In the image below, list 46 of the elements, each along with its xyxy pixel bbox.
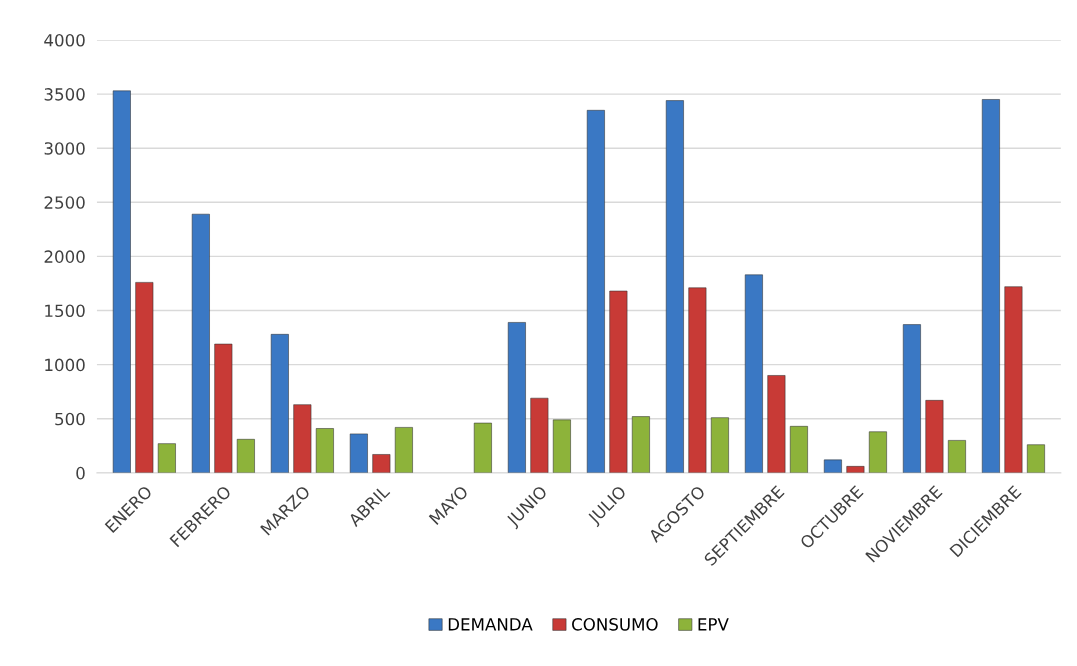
bar — [394, 427, 413, 473]
bar — [236, 439, 255, 473]
bar — [270, 334, 289, 473]
bar — [530, 397, 549, 473]
bar — [902, 324, 921, 473]
bar — [710, 417, 729, 473]
bar — [846, 466, 865, 473]
bar — [372, 454, 391, 473]
bar — [789, 426, 808, 473]
bar — [135, 282, 154, 473]
y-tick-label: 4000 — [44, 33, 85, 47]
bar — [665, 100, 684, 473]
bar — [552, 419, 571, 473]
y-tick-label: 3000 — [44, 142, 85, 155]
legend-label: EPV — [698, 618, 729, 631]
y-tick-label: 2000 — [44, 250, 85, 263]
bar — [349, 433, 368, 473]
bar — [925, 400, 944, 473]
bar — [157, 443, 176, 473]
bar — [688, 287, 707, 473]
bar — [981, 99, 1000, 473]
bar — [191, 213, 210, 473]
bar — [823, 459, 842, 473]
y-tick-label: 0 — [76, 466, 85, 480]
y-tick-label: 500 — [55, 412, 85, 426]
bar — [214, 343, 233, 473]
y-tick-label: 1500 — [45, 304, 85, 318]
bar — [507, 322, 526, 473]
bar — [868, 431, 887, 473]
bar — [947, 440, 966, 473]
bar — [744, 274, 763, 473]
bar — [631, 416, 650, 473]
y-tick-label: 3500 — [44, 88, 85, 101]
bar — [586, 110, 605, 473]
bar — [609, 290, 628, 473]
legend-label: DEMANDA — [448, 618, 533, 631]
y-tick-label: 2500 — [44, 196, 85, 209]
bar — [293, 404, 312, 473]
bar — [473, 422, 492, 473]
bar — [1004, 286, 1023, 473]
bar — [1026, 444, 1045, 473]
bar — [767, 375, 786, 473]
bar — [315, 428, 334, 473]
bar — [112, 90, 131, 473]
y-tick-label: 1000 — [45, 358, 85, 372]
legend-label: CONSUMO — [572, 618, 658, 631]
